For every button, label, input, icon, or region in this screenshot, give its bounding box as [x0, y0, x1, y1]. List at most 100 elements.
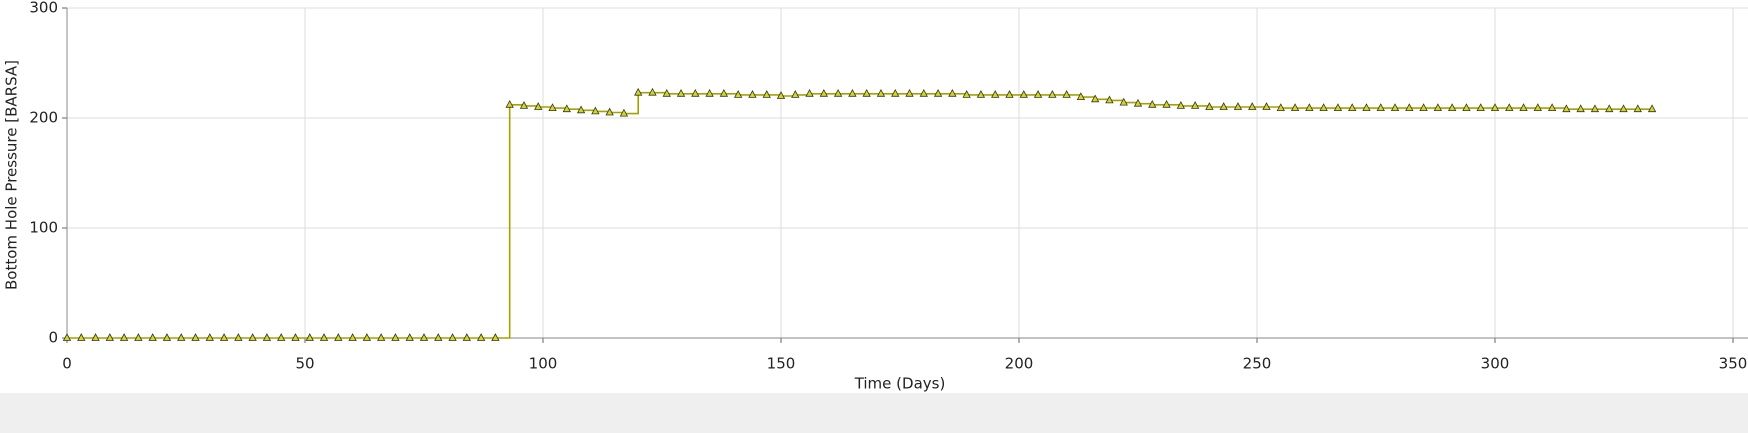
marker — [948, 88, 957, 97]
marker — [1048, 90, 1057, 98]
y-axis-label: Bottom Hole Pressure [BARSA] — [3, 60, 21, 290]
marker — [1319, 103, 1328, 111]
marker — [1248, 102, 1257, 110]
marker — [1647, 104, 1657, 113]
marker — [491, 333, 500, 341]
marker — [362, 333, 372, 341]
marker — [576, 105, 586, 114]
marker — [619, 108, 629, 117]
marker — [1576, 104, 1585, 113]
marker — [1033, 90, 1043, 98]
marker — [819, 88, 829, 97]
marker — [1062, 90, 1071, 98]
marker — [476, 333, 486, 341]
marker — [534, 102, 543, 110]
marker — [1276, 103, 1285, 111]
marker — [462, 333, 472, 341]
marker — [1376, 103, 1385, 111]
marker — [1462, 103, 1471, 111]
marker — [634, 87, 643, 96]
marker — [277, 333, 286, 341]
marker — [91, 333, 100, 341]
marker — [648, 87, 657, 96]
marker — [1362, 103, 1371, 111]
marker — [177, 333, 186, 341]
marker — [1476, 103, 1485, 111]
marker — [1219, 102, 1228, 110]
marker — [1133, 98, 1143, 107]
marker — [1519, 103, 1528, 111]
marker — [1290, 103, 1300, 111]
marker — [562, 104, 571, 113]
marker — [1205, 102, 1214, 110]
marker — [1547, 103, 1557, 111]
marker — [348, 333, 357, 341]
x-tick-label: 0 — [62, 355, 72, 373]
marker — [1590, 104, 1600, 113]
marker — [391, 333, 400, 341]
marker — [991, 90, 1000, 98]
marker — [676, 88, 686, 97]
marker — [205, 333, 214, 341]
marker — [1633, 104, 1642, 113]
marker — [1419, 103, 1428, 111]
marker — [162, 333, 172, 341]
marker — [833, 88, 843, 97]
marker — [77, 333, 86, 341]
x-tick-label: 250 — [1243, 355, 1272, 373]
marker — [933, 88, 943, 97]
marker — [1162, 99, 1171, 108]
marker — [234, 333, 243, 341]
marker — [1119, 97, 1128, 106]
marker — [805, 88, 814, 97]
marker — [519, 101, 529, 109]
x-tick-label: 150 — [767, 355, 796, 373]
marker — [1076, 92, 1086, 100]
marker — [319, 333, 329, 341]
x-tick-label: 300 — [1481, 355, 1510, 373]
marker — [291, 333, 300, 341]
marker — [762, 90, 771, 98]
marker — [1533, 103, 1543, 111]
marker — [733, 90, 743, 98]
y-tick-label: 200 — [29, 109, 58, 127]
marker — [605, 107, 614, 116]
marker — [1619, 104, 1628, 113]
marker — [776, 91, 786, 99]
marker — [662, 88, 671, 97]
marker — [891, 88, 900, 97]
marker — [334, 333, 343, 341]
marker — [134, 333, 143, 341]
marker — [248, 333, 257, 341]
marker — [1233, 102, 1243, 110]
marker — [548, 103, 557, 111]
marker — [448, 333, 457, 341]
marker — [305, 333, 314, 341]
marker — [905, 88, 914, 97]
marker — [1605, 104, 1614, 113]
marker — [1490, 103, 1500, 111]
marker — [719, 88, 729, 97]
x-axis-label: Time (Days) — [854, 375, 946, 393]
x-tick-label: 50 — [295, 355, 314, 373]
x-tick-label: 100 — [529, 355, 558, 373]
marker — [419, 333, 429, 341]
marker — [376, 333, 386, 341]
y-tick-label: 300 — [29, 0, 58, 17]
marker — [1005, 90, 1014, 98]
marker — [434, 333, 443, 341]
marker — [119, 333, 129, 341]
marker — [262, 333, 272, 341]
marker — [919, 88, 928, 97]
marker — [748, 90, 757, 98]
marker — [591, 106, 600, 115]
x-tick-label: 350 — [1719, 355, 1748, 373]
marker — [505, 99, 514, 108]
marker — [976, 90, 986, 98]
marker — [148, 333, 157, 341]
marker — [1505, 103, 1514, 111]
y-tick-label: 100 — [29, 219, 58, 237]
marker — [1148, 99, 1157, 108]
marker — [1176, 101, 1186, 109]
